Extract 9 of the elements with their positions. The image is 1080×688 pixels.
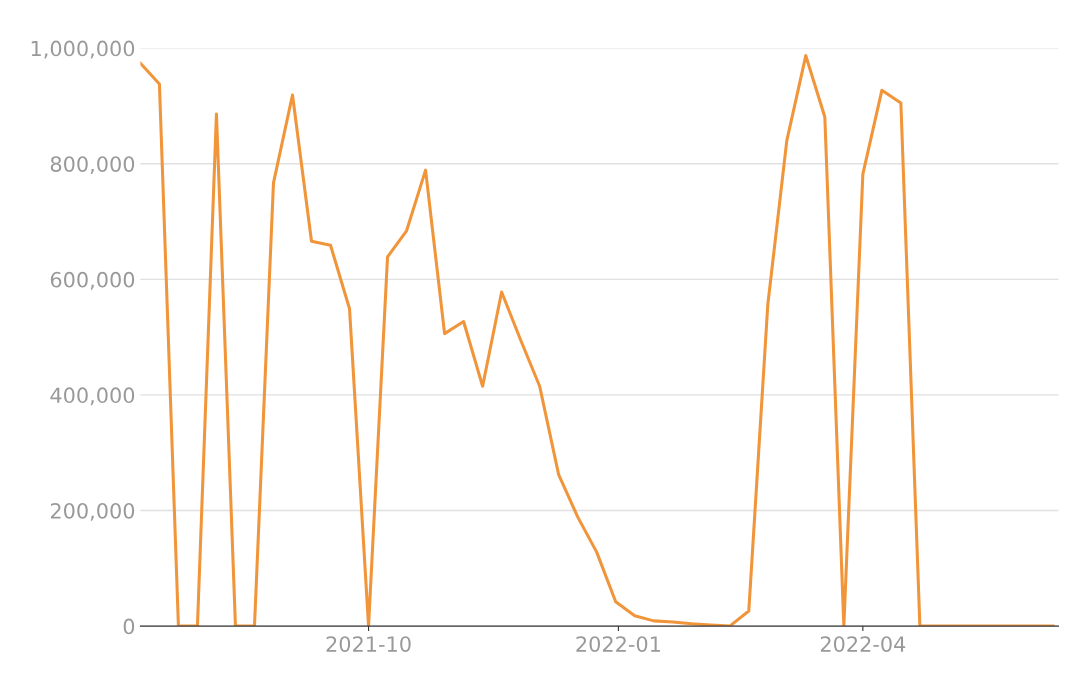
x-tick-label: 2022-01: [576, 636, 661, 652]
y-tick-label: 0: [123, 618, 135, 635]
x-tick-label: 2022-04: [820, 636, 906, 652]
y-tick-label: 1,000,000: [31, 40, 135, 59]
y-tick-label: 200,000: [50, 502, 135, 521]
y-tick-label: 400,000: [50, 387, 135, 406]
x-tick-label: 2021-10: [326, 636, 411, 652]
y-tick-label: 800,000: [50, 156, 135, 175]
y-tick-label: 600,000: [50, 271, 135, 290]
